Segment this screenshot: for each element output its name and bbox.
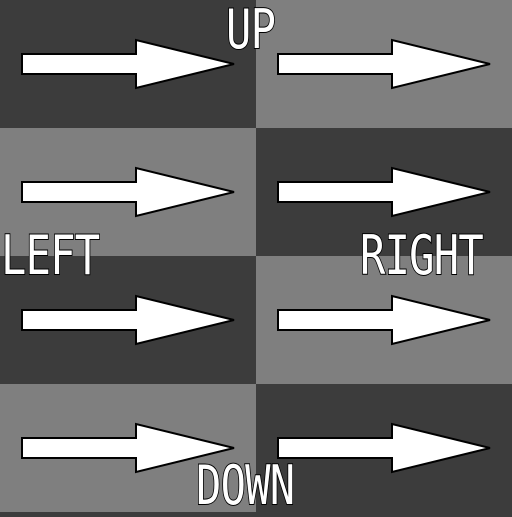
right-arrow-icon (277, 294, 491, 346)
tile-r0-c1 (256, 0, 512, 128)
tile-r0-c0 (0, 0, 256, 128)
label-right: RIGHT (359, 224, 484, 287)
right-arrow-icon (21, 166, 235, 218)
tile-r2-c1 (256, 256, 512, 384)
tile-r1-c1 (256, 128, 512, 256)
tile-r2-c0 (0, 256, 256, 384)
right-arrow-icon (21, 38, 235, 90)
tile-r3-c1 (256, 384, 512, 512)
right-arrow-icon (277, 422, 491, 474)
right-arrow-icon (277, 38, 491, 90)
right-arrow-icon (21, 422, 235, 474)
tile-r1-c0 (0, 128, 256, 256)
right-arrow-icon (21, 294, 235, 346)
label-up: UP (225, 0, 277, 61)
label-left: LEFT (0, 224, 101, 287)
tile-r3-c0 (0, 384, 256, 512)
right-arrow-icon (277, 166, 491, 218)
label-down: DOWN (195, 454, 296, 517)
